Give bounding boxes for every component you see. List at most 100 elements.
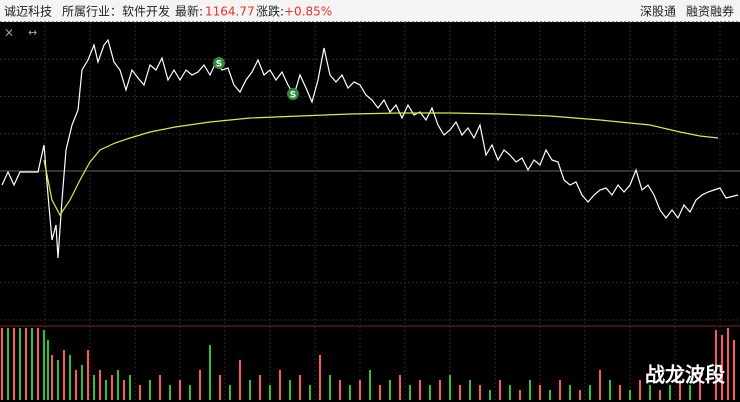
industry[interactable]: 所属行业：软件开发	[62, 4, 170, 19]
volume-bar	[105, 380, 107, 400]
volume-bar	[409, 385, 411, 400]
volume-bar	[699, 375, 701, 400]
volume-bar	[509, 385, 511, 400]
volume-bar	[569, 385, 571, 400]
volume-bar	[639, 380, 641, 400]
volume-bar	[329, 375, 331, 400]
volume-bar	[609, 380, 611, 400]
volume-bar	[123, 380, 125, 400]
volume-bar	[47, 340, 49, 400]
change-label: 涨跌:	[256, 4, 284, 19]
tag[interactable]: 深股通	[640, 5, 676, 19]
volume-bar	[7, 328, 9, 400]
volume-bar	[117, 370, 119, 400]
volume-bar	[25, 328, 27, 400]
volume-bar	[469, 380, 471, 400]
volume-bar	[489, 390, 491, 400]
latest-label: 最新:	[175, 4, 203, 19]
expand-icon[interactable]: ↔	[28, 26, 37, 39]
volume-bar	[279, 370, 281, 400]
volume-bar	[149, 380, 151, 400]
volume-bar	[249, 380, 251, 400]
price-line	[1, 38, 739, 259]
volume-bar	[369, 370, 371, 400]
volume-bar	[239, 360, 241, 400]
volume-bar	[139, 385, 141, 400]
volume-bar	[31, 328, 33, 400]
signal-label: S	[290, 91, 296, 101]
volume-bar	[299, 375, 301, 400]
volume-bar	[99, 370, 101, 400]
volume-bar	[389, 380, 391, 400]
volume-bar	[689, 385, 691, 400]
volume-bar	[559, 380, 561, 400]
latest-price: 1164.77	[205, 5, 255, 19]
volume-bar	[159, 375, 161, 400]
volume-bar	[259, 375, 261, 400]
volume-bar	[429, 385, 431, 400]
volume-bar	[209, 345, 211, 400]
volume-bar	[727, 328, 729, 400]
close-icon[interactable]: ×	[4, 26, 14, 40]
volume-bar	[189, 385, 191, 400]
signal-marker	[213, 57, 225, 69]
watermark: 战龙波段	[645, 363, 725, 387]
volume-bar	[13, 328, 15, 400]
volume-bar	[81, 365, 83, 400]
volume-bar	[619, 385, 621, 400]
volume-bar	[539, 385, 541, 400]
volume-bar	[359, 380, 361, 400]
volume-bar	[459, 385, 461, 400]
volume-bar	[721, 335, 723, 400]
volume-bar	[629, 390, 631, 400]
volume-bar	[549, 390, 551, 400]
volume-bar	[599, 370, 601, 400]
volume-bar	[51, 355, 53, 400]
volume-bar	[289, 380, 291, 400]
volume-bar	[319, 355, 321, 400]
tag[interactable]: 融资融券	[686, 4, 734, 19]
signal-marker	[287, 88, 299, 100]
volume-bar	[659, 390, 661, 400]
grid	[0, 21, 740, 402]
volume-bar	[229, 385, 231, 400]
volume-bar	[419, 380, 421, 400]
volume-bar	[349, 385, 351, 400]
volume-bar	[63, 350, 65, 400]
volume-bar	[129, 375, 131, 400]
volume-bar	[309, 385, 311, 400]
volume-bar	[519, 390, 521, 400]
stock-name[interactable]: 诚迈科技	[4, 5, 52, 19]
volume-bar	[93, 375, 95, 400]
volume-bar	[111, 375, 113, 400]
volume-bar	[269, 385, 271, 400]
volume-bar	[479, 385, 481, 400]
volume-bar	[669, 385, 671, 400]
volume-bar	[715, 330, 717, 400]
volume-bar	[169, 385, 171, 400]
volume-bar	[339, 380, 341, 400]
volume-bar	[399, 375, 401, 400]
volume-bar	[199, 370, 201, 400]
volume-bar	[179, 380, 181, 400]
volume-bar	[589, 385, 591, 400]
volume-bar	[449, 375, 451, 400]
volume-bar	[43, 330, 45, 400]
volume-bar	[87, 350, 89, 400]
volume-bar	[219, 375, 221, 400]
volume-bar	[69, 355, 71, 400]
volume-bar	[579, 390, 581, 400]
change: +0.85%	[284, 5, 332, 19]
price-line	[43, 112, 719, 217]
top-bar	[0, 0, 740, 22]
volume-bar	[679, 380, 681, 400]
volume-bar	[439, 380, 441, 400]
volume-bar	[1, 328, 3, 400]
volume-bar	[75, 370, 77, 400]
volume-bar	[733, 340, 735, 400]
volume-bar	[57, 360, 59, 400]
volume-bar	[19, 328, 21, 400]
signal-label: S	[216, 60, 222, 70]
